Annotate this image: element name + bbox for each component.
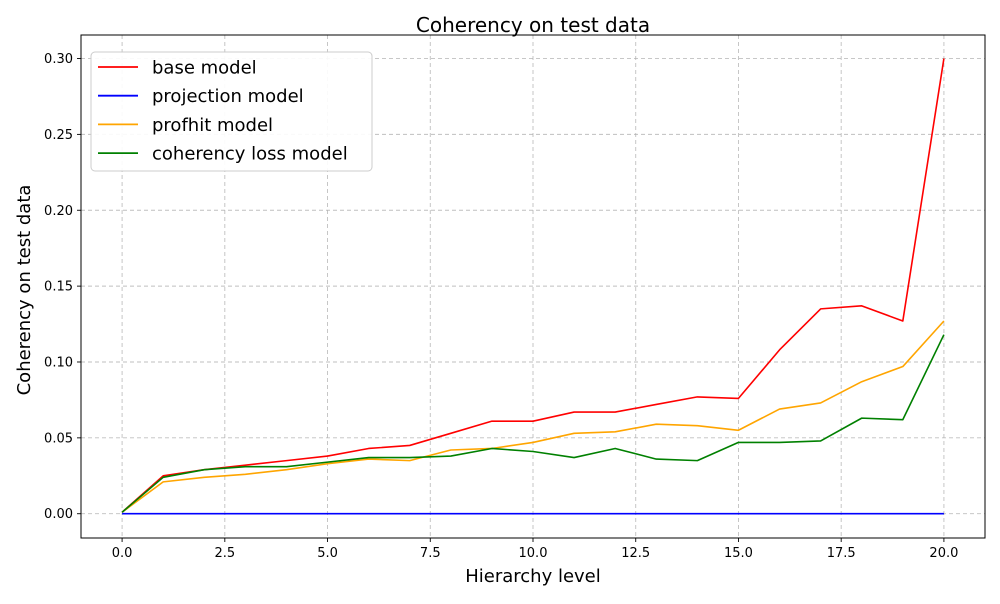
- legend-label-base-model: base model: [152, 58, 257, 79]
- x-tick-label: 7.5: [420, 546, 441, 561]
- y-tick-label: 0.05: [44, 431, 73, 446]
- x-tick-label: 20.0: [929, 546, 958, 561]
- x-axis-title: Hierarchy level: [465, 566, 601, 587]
- y-tick-label: 0.20: [44, 204, 73, 219]
- y-tick-label: 0.25: [44, 128, 73, 143]
- x-tick-label: 2.5: [214, 546, 235, 561]
- x-tick-label: 10.0: [519, 546, 548, 561]
- y-tick-label: 0.15: [44, 280, 73, 295]
- y-tick-label: 0.10: [44, 355, 73, 370]
- x-tick-label: 12.5: [621, 546, 650, 561]
- series-line-coherency-loss-model: [121, 334, 945, 513]
- x-tick-label: 5.0: [317, 546, 338, 561]
- legend-label-profhit-model: profhit model: [152, 115, 273, 136]
- series-lines: [121, 58, 945, 515]
- legend: base model projection model profhit model c…: [90, 51, 373, 172]
- y-axis-title: Coherency on test data: [14, 185, 35, 396]
- y-tick-label: 0.00: [44, 507, 73, 522]
- x-tick-label: 15.0: [724, 546, 753, 561]
- legend-label-projection-model: projection model: [152, 86, 304, 107]
- y-tick-label: 0.30: [44, 52, 73, 67]
- legend-label-coherency-loss-model: coherency loss model: [152, 144, 348, 165]
- axis-ticks: 0.0 2.5 5.0 7.5 10.0 12.5 15.0 17.5 20.0 0.00 0.05…: [44, 52, 958, 561]
- chart-title: Coherency on test data: [416, 13, 650, 37]
- legend-items: base model projection model profhit model c…: [98, 58, 348, 165]
- legend-box: [90, 51, 373, 172]
- x-tick-label: 17.5: [827, 546, 856, 561]
- series-line-base-model: [121, 58, 945, 513]
- x-tick-label: 0.0: [112, 546, 133, 561]
- series-line-profhit-model: [121, 320, 945, 513]
